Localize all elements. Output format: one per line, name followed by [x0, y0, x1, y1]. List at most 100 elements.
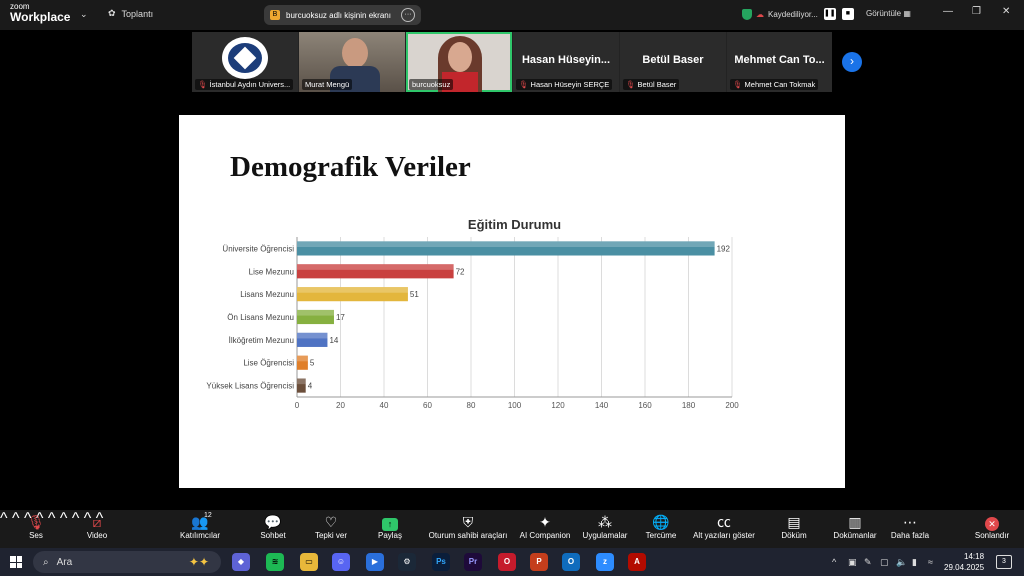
restore-icon[interactable]: ❐: [972, 6, 981, 17]
participant-tile[interactable]: 🎙 İstanbul Aydın Univers...: [192, 32, 298, 92]
video-button[interactable]: ⧄ Video: [82, 513, 112, 540]
captions-button[interactable]: ㏄ Alt yazıları göster: [692, 513, 756, 540]
video-muted-icon: ⧄: [92, 514, 102, 530]
participant-tile[interactable]: Hasan Hüseyin... 🎙 Hasan Hüseyin SERÇE: [513, 32, 619, 92]
photoshop-icon[interactable]: Ps: [432, 553, 450, 571]
chevron-up-icon[interactable]: ^: [832, 557, 837, 567]
participants-count: 12: [204, 512, 212, 519]
react-options-caret-icon[interactable]: ^: [47, 510, 56, 527]
steam-icon[interactable]: ⚙: [398, 553, 416, 571]
more-button[interactable]: ⋯ Daha fazla: [890, 513, 930, 540]
wifi-icon[interactable]: ≈: [928, 557, 933, 567]
more-options-icon[interactable]: ···: [401, 8, 415, 22]
premiere-icon[interactable]: Pr: [464, 553, 482, 571]
translate-label: Tercüme: [645, 531, 677, 540]
audio-options-caret-icon[interactable]: ^: [0, 510, 8, 527]
taskbar-clock[interactable]: 14:18 29.04.2025: [944, 551, 984, 573]
shared-slide: Demografik Veriler Eğitim Durumu 0 20 40 60 8…: [179, 115, 845, 488]
participant-tile[interactable]: Betül Baser 🎙 Betül Baser: [620, 32, 726, 92]
tray-app-icon[interactable]: ▣: [848, 557, 857, 567]
mic-muted-icon: 🎙: [27, 514, 45, 530]
zoom-icon[interactable]: z: [596, 553, 614, 571]
powerpoint-icon[interactable]: P: [530, 553, 548, 571]
participant-tile-active-speaker[interactable]: burcuoksuz: [406, 32, 512, 92]
participant-display-name: Mehmet Can To...: [734, 54, 825, 66]
apps-options-caret-icon[interactable]: ^: [71, 510, 80, 527]
view-button[interactable]: Görüntüle ▦: [866, 9, 911, 18]
ai-companion-button[interactable]: ✦ AI Companion: [516, 513, 574, 540]
education-bar-chart: Eğitim Durumu 0 20 40 60 80 100 120 140 160 180 200…: [206, 217, 739, 410]
participants-button[interactable]: 👥 12 Katılımcılar: [176, 512, 224, 540]
taskbar-search[interactable]: ⌕ Ara ✦✦: [33, 551, 221, 573]
file-explorer-icon[interactable]: ▭: [300, 553, 318, 571]
share-screen-button[interactable]: ↑ Paylaş: [374, 513, 406, 540]
docs-button[interactable]: ▥ Dokümanlar: [832, 513, 878, 540]
mic-muted-icon: 🎙: [519, 80, 529, 89]
discord-icon[interactable]: ☺: [332, 553, 350, 571]
bar-highlight: [297, 287, 408, 293]
pause-recording-button[interactable]: ❚❚: [823, 8, 836, 20]
mic-muted-icon: 🎙: [626, 80, 636, 89]
zoom-logo: zoom Workplace: [10, 3, 70, 24]
apps-button[interactable]: ⁂ Uygulamalar: [580, 513, 630, 540]
transcript-button[interactable]: ▤ Döküm: [778, 513, 810, 540]
x-tick-label: 200: [725, 401, 739, 410]
cc-icon: ㏄: [717, 514, 731, 530]
chat-button[interactable]: 💬 Sohbet: [258, 513, 288, 540]
notifications-icon[interactable]: 3: [996, 555, 1012, 569]
audio-label: Ses: [29, 531, 43, 540]
docs-options-caret-icon[interactable]: ^: [95, 510, 104, 527]
ai-companion-label: AI Companion: [519, 531, 571, 540]
apps-icon: ⁂: [598, 514, 612, 530]
audio-button[interactable]: 🎙 Ses: [22, 513, 50, 540]
bar-highlight: [297, 264, 454, 270]
meeting-label: Toplantı: [121, 8, 154, 19]
participant-name: Murat Mengü: [302, 79, 353, 90]
opera-icon[interactable]: O: [498, 553, 516, 571]
bar-highlight: [297, 309, 334, 316]
x-tick-label: 180: [682, 401, 696, 410]
document-icon: ▥: [848, 514, 862, 530]
windows-start-icon[interactable]: [10, 556, 22, 568]
participants-options-caret-icon[interactable]: ^: [23, 510, 32, 527]
translate-button[interactable]: 🌐 Tercüme: [643, 513, 679, 540]
bar: [297, 309, 334, 325]
outlook-icon[interactable]: O: [562, 553, 580, 571]
video-app-icon[interactable]: ▶: [366, 553, 384, 571]
participant-name: 🎙 Betül Baser: [623, 79, 680, 90]
next-participants-arrow-icon[interactable]: ›: [842, 52, 862, 72]
react-button[interactable]: ♡ Tepki ver: [312, 513, 350, 540]
participant-tile[interactable]: Murat Mengü: [299, 32, 405, 92]
participant-name: burcuoksuz: [409, 79, 454, 90]
share-options-caret-icon[interactable]: ^: [59, 510, 68, 527]
chat-options-caret-icon[interactable]: ^: [35, 510, 44, 527]
search-placeholder: Ara: [56, 556, 73, 568]
chart-title: Eğitim Durumu: [468, 217, 561, 232]
tray-display-icon[interactable]: ▢: [880, 557, 889, 567]
acrobat-icon[interactable]: A: [628, 553, 646, 571]
participant-tile[interactable]: Mehmet Can To... 🎙 Mehmet Can Tokmak: [727, 32, 832, 92]
video-options-caret-icon[interactable]: ^: [11, 510, 20, 527]
host-tools-button[interactable]: ⛨ Oturum sahibi araçları: [426, 513, 510, 540]
x-tick-label: 120: [551, 401, 565, 410]
meeting-info[interactable]: ✿ Toplantı: [108, 8, 153, 19]
bar: [297, 378, 306, 393]
captions-options-caret-icon[interactable]: ^: [83, 510, 92, 527]
x-tick-label: 80: [467, 401, 476, 410]
end-meeting-button[interactable]: ✕ Sonlandır: [972, 513, 1012, 540]
chevron-down-icon[interactable]: ⌄: [80, 9, 88, 19]
screen-share-indicator[interactable]: B burcuoksuz adlı kişinin ekranı ···: [264, 5, 421, 25]
more-label: Daha fazla: [890, 531, 930, 540]
data-label: 17: [336, 313, 345, 322]
copilot-icon[interactable]: ◆: [232, 553, 250, 571]
stop-recording-button[interactable]: ■: [841, 8, 854, 20]
data-label: 72: [456, 267, 465, 276]
chat-icon: 💬: [264, 514, 282, 530]
end-meeting-label: Sonlandır: [974, 531, 1010, 540]
tray-pen-icon[interactable]: ✎: [864, 557, 872, 567]
spotify-icon[interactable]: ≋: [266, 553, 284, 571]
battery-icon[interactable]: ▮: [912, 557, 917, 567]
volume-icon[interactable]: 🔈: [896, 557, 908, 567]
close-icon[interactable]: ✕: [1002, 6, 1011, 17]
minimize-icon[interactable]: —: [943, 6, 953, 17]
